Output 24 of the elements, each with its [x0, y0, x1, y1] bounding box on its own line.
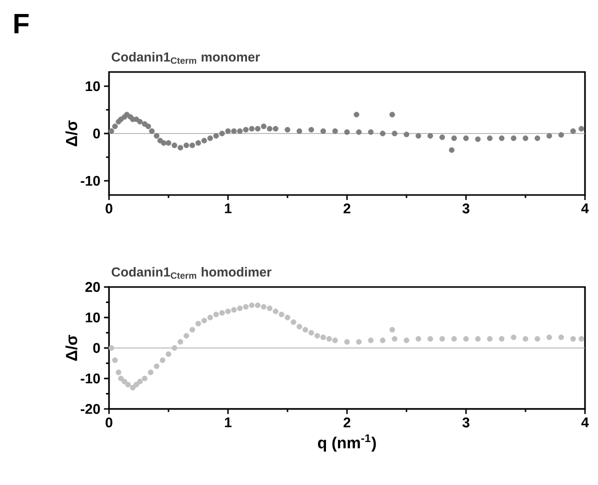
- y-axis-title: Δ/σ: [65, 334, 78, 361]
- y-tick-label: 0: [93, 343, 100, 353]
- y-tick-label: 20: [85, 282, 100, 292]
- x-tick-label: 4: [581, 204, 589, 214]
- x-tick-label: 1: [224, 204, 232, 214]
- y-tick-label: -20: [80, 404, 100, 414]
- y-tick-label: 0: [93, 128, 100, 138]
- x-tick-label: 2: [344, 418, 350, 428]
- x-tick-label: 1: [224, 418, 232, 428]
- text: F: [14, 14, 29, 34]
- x-tick-label: 0: [106, 204, 112, 214]
- x-tick-label: 3: [462, 204, 470, 214]
- y-tick-label: -10: [80, 374, 100, 384]
- x-tick-label: 2: [344, 204, 350, 214]
- y-tick-label: 10: [86, 81, 100, 92]
- x-axis-title: q (nm$^{-1}$): [318, 434, 376, 452]
- chart-title: Codanin1$_{Cterm}$ homodimer: [112, 267, 272, 279]
- y-tick-label: -10: [80, 176, 100, 186]
- chart-title: Codanin1$_{Cterm}$ monomer: [112, 52, 260, 64]
- x-tick-label: 4: [581, 418, 589, 428]
- y-axis-title: Δ/σ: [65, 120, 78, 146]
- x-tick-label: 0: [106, 418, 112, 428]
- y-tick-label: 10: [86, 312, 100, 322]
- x-tick-label: 3: [462, 418, 470, 428]
